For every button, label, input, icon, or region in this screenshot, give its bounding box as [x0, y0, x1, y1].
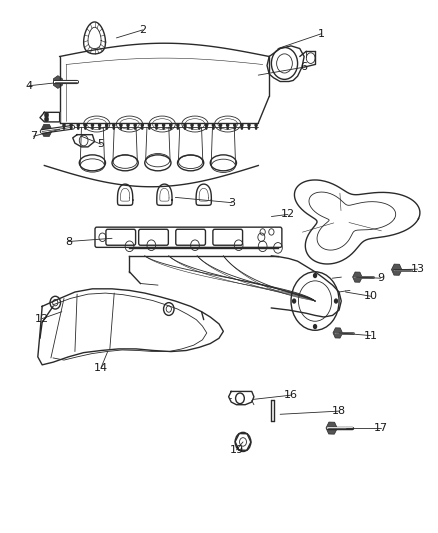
Text: 12: 12 — [281, 209, 295, 220]
Text: 16: 16 — [284, 390, 298, 400]
Text: 9: 9 — [377, 273, 384, 283]
Circle shape — [62, 123, 66, 127]
Text: 11: 11 — [364, 330, 378, 341]
Circle shape — [148, 123, 151, 127]
Text: 5: 5 — [98, 139, 105, 149]
Circle shape — [84, 127, 87, 130]
Circle shape — [77, 123, 80, 127]
Circle shape — [169, 123, 173, 127]
Circle shape — [141, 127, 144, 130]
Circle shape — [69, 123, 73, 127]
Circle shape — [113, 127, 115, 130]
Circle shape — [313, 324, 317, 329]
Text: 2: 2 — [139, 25, 146, 35]
Text: 3: 3 — [229, 198, 236, 208]
Circle shape — [198, 127, 201, 130]
Text: 18: 18 — [332, 406, 346, 416]
Circle shape — [205, 123, 208, 127]
Circle shape — [155, 123, 158, 127]
Circle shape — [247, 127, 250, 130]
Circle shape — [313, 273, 317, 278]
Circle shape — [105, 123, 109, 127]
Circle shape — [176, 123, 180, 127]
Circle shape — [162, 127, 165, 130]
Circle shape — [98, 127, 101, 130]
Circle shape — [77, 127, 80, 130]
Circle shape — [98, 123, 101, 127]
Text: 19: 19 — [230, 445, 244, 455]
Text: 12: 12 — [35, 313, 49, 324]
Circle shape — [247, 123, 251, 127]
Circle shape — [84, 123, 87, 127]
Circle shape — [198, 123, 201, 127]
Circle shape — [191, 123, 194, 127]
Text: 4: 4 — [25, 81, 33, 91]
Circle shape — [212, 127, 215, 130]
Circle shape — [119, 123, 123, 127]
Circle shape — [134, 127, 137, 130]
Circle shape — [70, 127, 72, 130]
Polygon shape — [40, 112, 60, 122]
Circle shape — [63, 127, 65, 130]
Text: 8: 8 — [65, 237, 72, 247]
Circle shape — [240, 123, 244, 127]
Circle shape — [292, 298, 296, 304]
Circle shape — [91, 123, 94, 127]
Text: 14: 14 — [94, 362, 108, 373]
Circle shape — [127, 127, 129, 130]
Text: 13: 13 — [411, 264, 425, 274]
Text: 1: 1 — [318, 29, 325, 39]
Circle shape — [155, 127, 158, 130]
Text: 7: 7 — [30, 131, 37, 141]
Circle shape — [112, 123, 116, 127]
Circle shape — [177, 127, 179, 130]
Circle shape — [141, 123, 144, 127]
Circle shape — [134, 123, 137, 127]
Circle shape — [219, 123, 222, 127]
Circle shape — [126, 123, 130, 127]
Text: 10: 10 — [364, 291, 378, 301]
Circle shape — [44, 117, 49, 122]
Circle shape — [44, 112, 49, 118]
Circle shape — [212, 123, 215, 127]
Circle shape — [205, 127, 208, 130]
Text: 6: 6 — [300, 62, 307, 72]
Circle shape — [334, 298, 338, 304]
Circle shape — [184, 127, 186, 130]
Circle shape — [91, 127, 94, 130]
Circle shape — [226, 127, 229, 130]
Circle shape — [226, 123, 230, 127]
Circle shape — [183, 123, 187, 127]
Circle shape — [233, 123, 237, 127]
Circle shape — [170, 127, 172, 130]
Circle shape — [240, 127, 243, 130]
Circle shape — [255, 127, 258, 130]
Circle shape — [233, 127, 236, 130]
Circle shape — [120, 127, 122, 130]
Text: 17: 17 — [374, 423, 388, 433]
Circle shape — [219, 127, 222, 130]
Circle shape — [148, 127, 151, 130]
Circle shape — [254, 123, 258, 127]
Circle shape — [162, 123, 166, 127]
Circle shape — [191, 127, 194, 130]
Circle shape — [106, 127, 108, 130]
